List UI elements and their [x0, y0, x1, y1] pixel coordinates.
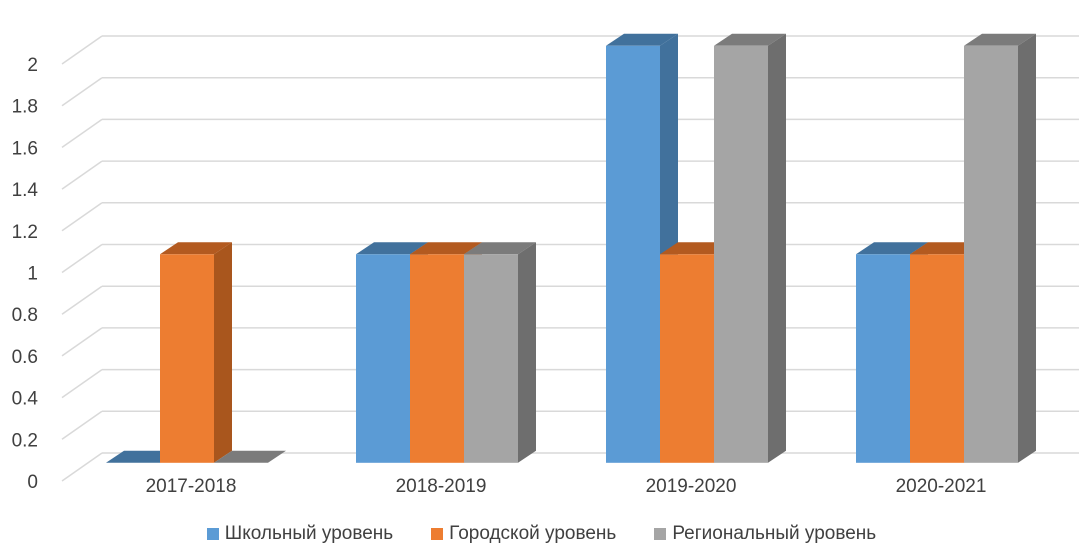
gridline-diagonal — [62, 161, 102, 189]
legend-swatch-school — [207, 528, 219, 540]
legend: Школьный уровень Городской уровень Регио… — [0, 523, 1083, 545]
bar-front — [910, 254, 964, 462]
x-tick-label: 2019-2020 — [646, 476, 737, 497]
y-tick-label: 2 — [27, 55, 38, 76]
gridline-diagonal — [62, 370, 102, 398]
bar-side — [768, 34, 786, 463]
y-tick-label: 0.4 — [12, 389, 39, 410]
bar-front — [660, 254, 714, 462]
legend-item-school: Школьный уровень — [207, 523, 393, 545]
bar — [714, 34, 786, 463]
legend-item-regional: Региональный уровень — [654, 523, 876, 545]
bar-side — [214, 242, 232, 462]
bar-side — [1018, 34, 1036, 463]
y-axis: 0 0.2 0.4 0.6 0.8 1 1.2 1.4 1.6 1.8 2 — [12, 55, 39, 493]
legend-swatch-city — [431, 528, 443, 540]
legend-label-city: Городской уровень — [449, 523, 616, 545]
gridline-diagonal — [62, 203, 102, 231]
y-tick-label: 0 — [27, 472, 38, 493]
gridline-diagonal — [62, 286, 102, 314]
y-tick-label: 1.6 — [12, 138, 38, 159]
bar-front — [464, 254, 518, 462]
legend-item-city: Городской уровень — [431, 523, 616, 545]
bar-front — [606, 46, 660, 463]
gridline-diagonal — [62, 36, 102, 64]
y-tick-label: 1.8 — [12, 97, 38, 118]
legend-label-regional: Региональный уровень — [672, 523, 876, 545]
y-tick-label: 1.2 — [12, 222, 38, 243]
y-tick-label: 0.2 — [12, 430, 38, 451]
gridline-diagonal — [62, 453, 102, 481]
y-tick-label: 0.6 — [12, 347, 38, 368]
bars — [106, 34, 1036, 463]
y-tick-label: 1 — [27, 264, 38, 285]
gridline-diagonal — [62, 119, 102, 147]
bar-front — [964, 46, 1018, 463]
x-tick-label: 2018-2019 — [396, 476, 487, 497]
bar-side — [518, 242, 536, 462]
bar — [964, 34, 1036, 463]
bar — [464, 242, 536, 462]
gridline-diagonal — [62, 78, 102, 106]
gridline-diagonal — [62, 328, 102, 356]
bar-front — [356, 254, 410, 462]
legend-label-school: Школьный уровень — [225, 523, 393, 545]
bar-front — [160, 254, 214, 462]
bar-front — [856, 254, 910, 462]
bar-front — [410, 254, 464, 462]
x-axis: 2017-2018 2018-2019 2019-2020 2020-2021 — [146, 476, 987, 497]
y-tick-label: 1.4 — [12, 180, 39, 201]
y-tick-label: 0.8 — [12, 305, 38, 326]
legend-swatch-regional — [654, 528, 666, 540]
gridline-diagonal — [62, 245, 102, 273]
x-tick-label: 2020-2021 — [896, 476, 987, 497]
x-tick-label: 2017-2018 — [146, 476, 237, 497]
gridline-diagonal — [62, 411, 102, 439]
bar-front — [714, 46, 768, 463]
bar — [160, 242, 232, 462]
